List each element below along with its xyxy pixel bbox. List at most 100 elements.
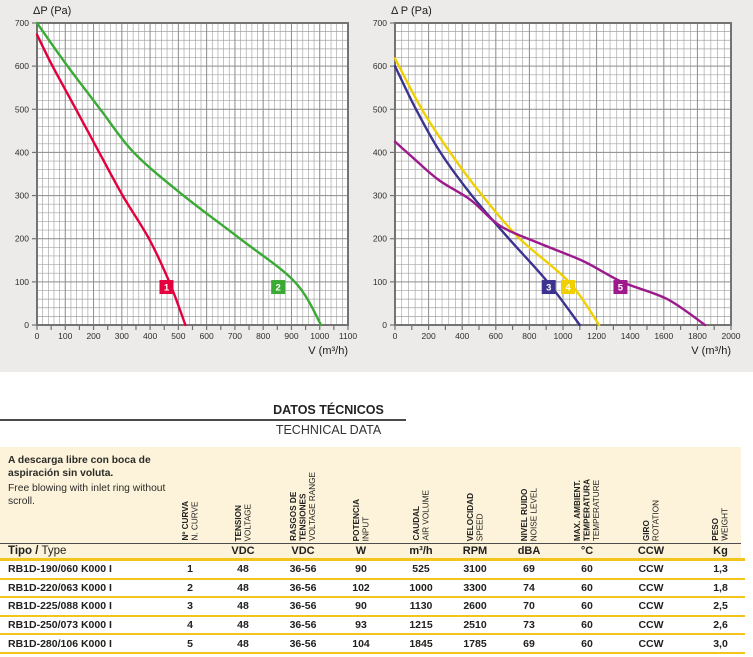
column-header-9: GIRO ROTATION: [641, 499, 660, 541]
chart-performance-curves-3-4-5: 0 200 400 600 800 1000 1200 1400 1600 1800 2000 0 10…: [373, 5, 741, 357]
y-tick-label: 400: [15, 147, 29, 157]
cell-value: 3: [187, 600, 193, 613]
curve-badge-3: [541, 280, 556, 295]
x-tick-label: 800: [522, 331, 536, 341]
cell-value: 60: [581, 619, 593, 632]
cell-value: 104: [352, 637, 370, 650]
svg-text:4: 4: [565, 283, 571, 294]
svg-text:1: 1: [164, 283, 170, 294]
cell-value: 4: [187, 619, 193, 632]
cell-value: 1785: [463, 637, 487, 650]
table-row: RB1D-250/073 K000 I 4 48 36-56 93 1215 2510 73 6…: [0, 617, 745, 636]
y-axis-title: Δ P (Pa): [391, 5, 432, 17]
curve-badge-4: [561, 280, 576, 295]
cell-value: 36-56: [289, 581, 317, 594]
cell-value: 60: [581, 600, 593, 613]
table-note-es: A descarga libre con boca de aspiración …: [8, 455, 151, 479]
y-axis-title: ΔP (Pa): [33, 5, 71, 17]
cell-value: 2,5: [713, 600, 728, 613]
cell-value: 1845: [409, 637, 433, 650]
curve-badge-5: [613, 280, 628, 295]
cell-value: CCW: [638, 637, 664, 650]
cell-value: CCW: [638, 619, 664, 632]
table-note: A descarga libre con boca de aspiración …: [8, 454, 168, 508]
y-tick-label: 600: [15, 61, 29, 71]
cell-value: 48: [237, 619, 249, 632]
x-tick-label: 800: [256, 331, 270, 341]
y-tick-label: 300: [15, 191, 29, 201]
cell-value: 1,8: [713, 581, 728, 594]
unit-label-4: W: [355, 545, 367, 557]
unit-label-10: Kg: [713, 545, 728, 557]
table-row: RB1D-220/063 K000 I 2 48 36-56 102 1000 3300 74…: [0, 580, 745, 599]
table-row: RB1D-225/088 K000 I 3 48 36-56 90 1130 2600 70 6…: [0, 598, 745, 617]
cell-value: CCW: [638, 563, 664, 576]
cell-value: 1: [187, 563, 193, 576]
curve-badge-2: [271, 280, 286, 295]
x-tick-label: 1000: [554, 331, 573, 341]
x-tick-label: 400: [455, 331, 469, 341]
cell-value: 36-56: [289, 563, 317, 576]
pressure-flow-charts: 0 100 200 300 400 500 600 700 800 900 1000 11000100…: [15, 5, 741, 357]
cell-value: 2600: [463, 600, 487, 613]
unit-label-8: °C: [580, 545, 594, 557]
cell-value: 74: [523, 581, 535, 594]
cell-value: 1000: [409, 581, 433, 594]
cell-value: 5: [187, 637, 193, 650]
table-title-es: DATOS TÉCNICOS: [273, 403, 384, 417]
y-tick-label: 0: [24, 320, 29, 330]
cell-value: 60: [581, 637, 593, 650]
unit-label-6: RPM: [462, 545, 488, 557]
unit-label-3: VDC: [291, 545, 315, 557]
tipo-type-header: Tipo / Type: [8, 545, 67, 557]
y-tick-label: 200: [373, 234, 387, 244]
cell-value: 93: [355, 619, 367, 632]
svg-text:3: 3: [546, 283, 551, 294]
column-header-4: POTENCIA INPUT: [351, 498, 370, 541]
x-tick-label: 600: [200, 331, 214, 341]
x-tick-label: 200: [422, 331, 436, 341]
y-tick-label: 200: [15, 234, 29, 244]
x-tick-label: 0: [393, 331, 398, 341]
title-rule: [0, 419, 406, 421]
model-name: RB1D-250/073 K000 I: [8, 619, 112, 632]
x-tick-label: 1800: [688, 331, 707, 341]
table-note-en: Free blowing with inlet ring without scr…: [8, 483, 166, 507]
cell-value: 525: [412, 563, 430, 576]
y-tick-label: 400: [373, 147, 387, 157]
cell-value: 48: [237, 637, 249, 650]
cell-value: 90: [355, 563, 367, 576]
cell-value: 36-56: [289, 619, 317, 632]
cell-value: 70: [523, 600, 535, 613]
cell-value: 48: [237, 600, 249, 613]
model-name: RB1D-280/106 K000 I: [8, 637, 112, 650]
cell-value: 48: [237, 581, 249, 594]
y-tick-label: 500: [15, 104, 29, 114]
column-header-8: MAX. AMBIENT. TEMPERATURA TEMPERATURE: [572, 478, 601, 541]
y-tick-label: 0: [382, 320, 387, 330]
x-tick-label: 1000: [310, 331, 329, 341]
x-tick-label: 600: [489, 331, 503, 341]
curve-1: [35, 33, 187, 327]
x-tick-label: 300: [115, 331, 129, 341]
x-tick-label: 1400: [621, 331, 640, 341]
y-tick-label: 700: [15, 18, 29, 28]
x-tick-label: 2000: [722, 331, 741, 341]
x-tick-label: 700: [228, 331, 242, 341]
curve-5: [393, 140, 707, 327]
cell-value: CCW: [638, 581, 664, 594]
header-accent-rule: [0, 558, 745, 561]
table-row: RB1D-280/106 K000 I 5 48 36-56 104 1845 1785 69…: [0, 635, 745, 654]
cell-value: 2: [187, 581, 193, 594]
cell-value: 102: [352, 581, 370, 594]
model-name: RB1D-220/063 K000 I: [8, 581, 112, 594]
cell-value: 2,6: [713, 619, 728, 632]
column-header-10: PESO WEIGHT: [711, 508, 730, 541]
table-row: RB1D-190/060 K000 I 1 48 36-56 90 525 3100 69 60…: [0, 561, 745, 580]
chart-performance-curves-1-2: 0 100 200 300 400 500 600 700 800 900 1000 1100 0 100…: [15, 5, 358, 357]
x-tick-label: 1600: [654, 331, 673, 341]
column-header-2: TENSION VOLTAGE: [233, 503, 252, 541]
cell-value: 48: [237, 563, 249, 576]
unit-label-2: VDC: [231, 545, 255, 557]
